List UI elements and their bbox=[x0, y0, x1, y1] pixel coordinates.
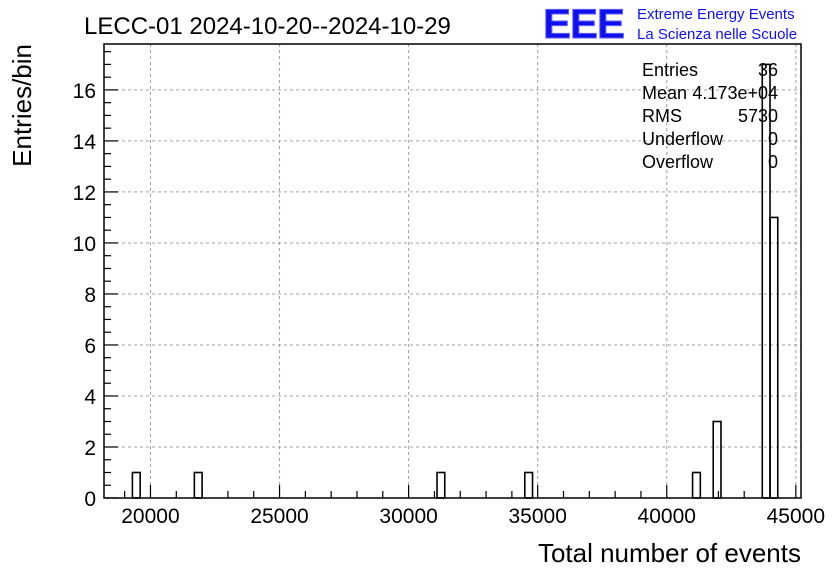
chart-title: LECC-01 2024-10-20--2024-10-29 bbox=[84, 13, 451, 40]
plot-frame bbox=[103, 43, 802, 499]
y-tick-label: 16 bbox=[73, 80, 96, 103]
y-tick-label: 12 bbox=[73, 182, 96, 205]
y-tick-label: 6 bbox=[84, 335, 96, 358]
histogram-bar bbox=[436, 471, 446, 499]
y-tick-label: 4 bbox=[84, 386, 96, 409]
stat-label-mean: Mean bbox=[642, 83, 687, 103]
grid-lines bbox=[104, 44, 801, 498]
stat-value-overflow: 0 bbox=[768, 152, 778, 172]
histogram-bar bbox=[712, 420, 722, 499]
histogram-bar bbox=[131, 471, 141, 499]
x-tick-label: 30000 bbox=[379, 505, 437, 528]
stat-value-rms: 5730 bbox=[738, 106, 778, 126]
y-axis-label: Entries/bin bbox=[7, 44, 37, 167]
x-tick-label: 35000 bbox=[508, 505, 566, 528]
x-tick-label: 20000 bbox=[121, 505, 179, 528]
stats-box: Entries 36 Mean 4.173e+04 RMS 5730 Under… bbox=[642, 60, 778, 172]
y-tick-label: 8 bbox=[84, 284, 96, 307]
y-tick-label: 14 bbox=[73, 131, 97, 154]
stat-label-underflow: Underflow bbox=[642, 129, 724, 149]
logo-line-1: Extreme Energy Events bbox=[637, 6, 795, 23]
histogram-bar bbox=[523, 471, 534, 499]
x-tick-label: 45000 bbox=[767, 505, 825, 528]
x-tick-label: 40000 bbox=[638, 505, 696, 528]
x-tick-label: 25000 bbox=[250, 505, 308, 528]
y-tick-label: 0 bbox=[84, 488, 96, 511]
stat-value-underflow: 0 bbox=[768, 129, 778, 149]
histogram-bar bbox=[691, 471, 702, 499]
histogram-bar bbox=[193, 471, 203, 499]
histogram-bar bbox=[769, 216, 779, 499]
stat-value-mean: 4.173e+04 bbox=[692, 83, 778, 103]
stat-label-entries: Entries bbox=[642, 60, 698, 80]
y-tick-label: 10 bbox=[73, 233, 96, 256]
axis-ticks: 20000 25000 30000 35000 40000 45000 0 2 4 6 8 10 12 1… bbox=[73, 51, 825, 528]
eee-logo: EEE bbox=[543, 0, 624, 47]
stat-label-overflow: Overflow bbox=[642, 152, 714, 172]
stat-value-entries: 36 bbox=[758, 60, 778, 80]
stat-label-rms: RMS bbox=[642, 106, 682, 126]
logo-line-2: La Scienza nelle Scuole bbox=[637, 26, 797, 43]
y-tick-label: 2 bbox=[84, 437, 96, 460]
x-axis-label: Total number of events bbox=[538, 538, 801, 568]
